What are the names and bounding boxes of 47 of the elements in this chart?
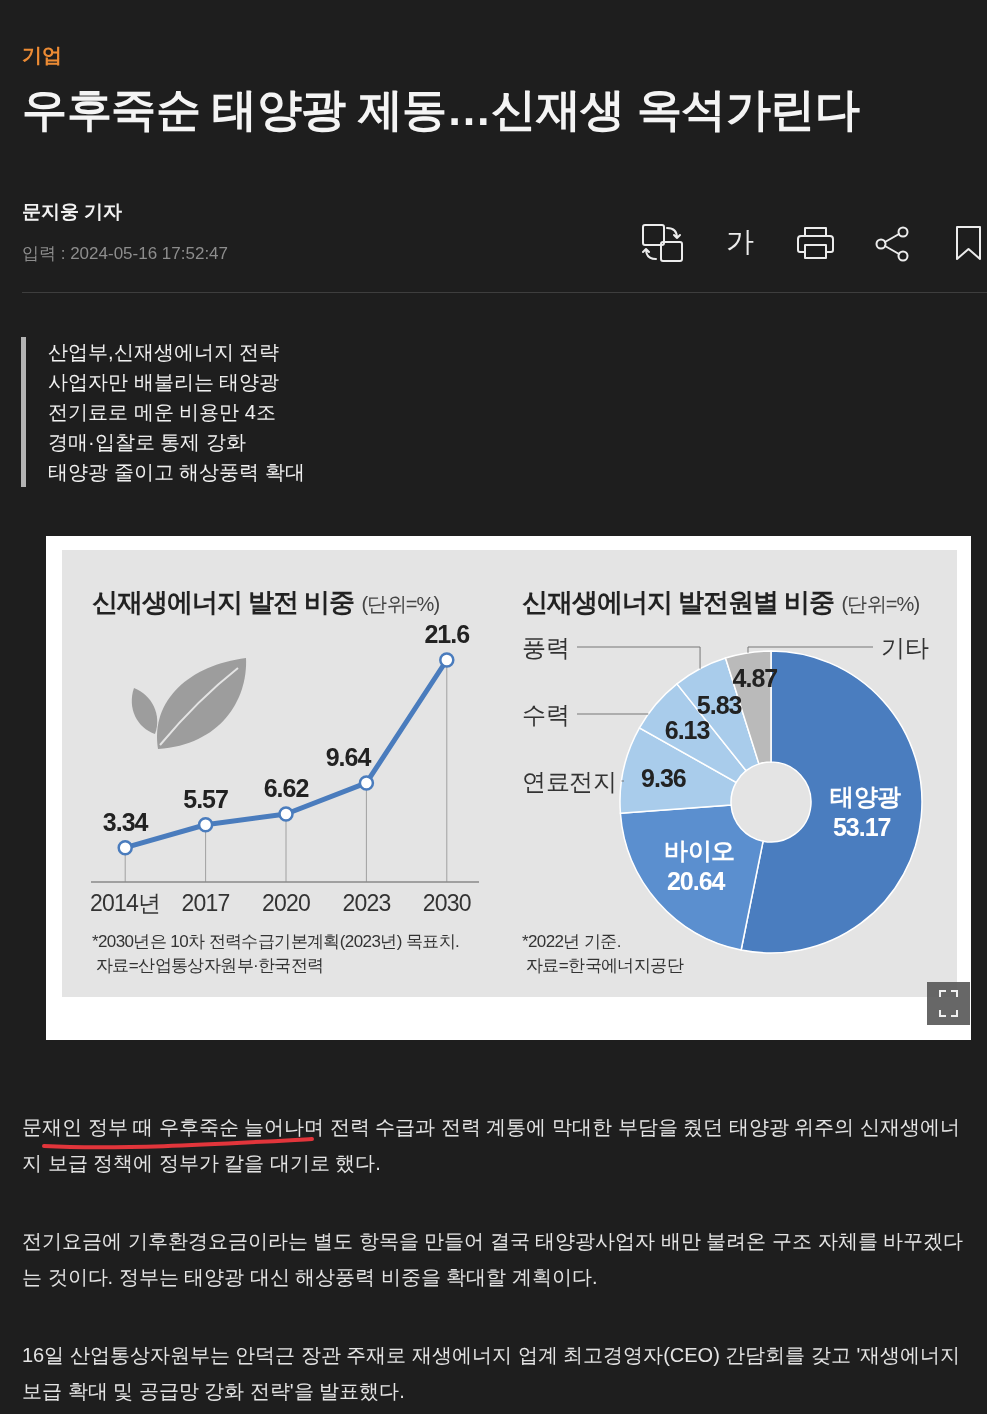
slice-label: 기타 bbox=[881, 634, 929, 661]
data-label: 53.17 bbox=[832, 813, 891, 842]
chart-title: 신재생에너지 발전원별 비중 bbox=[522, 587, 835, 617]
text: 문재인 정부 때 우후죽순 늘어나며 전력 수급과 전력 계통에 막대한 부담을 줬던 태양광 위주의 신재생에너지 보급 정책에 정부가 칼을 대기로 했다. bbox=[22, 1115, 961, 1176]
text: 사업자만 배불리는 태양광 bbox=[48, 370, 280, 395]
x-tick-label: 2017 bbox=[181, 890, 230, 916]
data-label: 5.83 bbox=[696, 690, 742, 719]
chart-subtitle: (단위=%) bbox=[841, 593, 920, 615]
data-label: 20.64 bbox=[666, 866, 726, 895]
text: *2022년 기준. bbox=[522, 932, 621, 951]
slice-label: 바이오 bbox=[664, 836, 735, 864]
chart-subtitle: (단위=%) bbox=[361, 593, 440, 615]
data-label: 5.57 bbox=[183, 784, 229, 813]
text: 자료=한국에너지공단 bbox=[526, 956, 684, 975]
x-tick-label: 2020 bbox=[262, 890, 310, 916]
data-label: 21.6 bbox=[424, 620, 470, 648]
point bbox=[439, 652, 455, 668]
text: *2030년은 10차 전력수급기본계획(2023년) 목표치. bbox=[92, 932, 460, 951]
slice-label: 수력 bbox=[522, 701, 569, 728]
chart-title: 신재생에너지 발전 비중 bbox=[92, 587, 355, 617]
text: 자료=산업통상자원부·한국전력 bbox=[96, 956, 324, 975]
text: 태양광 줄이고 해상풍력 확대 bbox=[48, 460, 305, 485]
x-tick-label: 2030 bbox=[422, 890, 471, 916]
text: 전기료로 메운 비용만 4조 bbox=[48, 400, 276, 425]
data-label: 6.62 bbox=[263, 773, 309, 802]
text: 경매·입찰로 통제 강화 bbox=[48, 430, 246, 455]
slice-label: 태양광 bbox=[830, 783, 902, 811]
text: 기업 bbox=[22, 43, 62, 68]
text: 전기요금에 기후환경요금이라는 별도 항목을 만들어 결국 태양광사업자 배만 불려온 구조 자체를 바꾸겠다는 것이다. 정부는 태양광 대신 해상풍력 비중을 확대할 계획이다. bbox=[22, 1229, 965, 1290]
x-tick-label: 2023 bbox=[342, 890, 391, 916]
data-label: 9.36 bbox=[641, 764, 686, 793]
slice-label: 풍력 bbox=[522, 634, 569, 661]
slice-label: 연료전지 bbox=[522, 768, 616, 795]
text: 가 bbox=[726, 225, 754, 259]
data-label: 3.34 bbox=[102, 807, 149, 836]
text: 입력 : 2024-05-16 17:52:47 bbox=[22, 243, 229, 265]
text: 산업부,신재생에너지 전략 bbox=[48, 340, 280, 365]
point bbox=[197, 817, 214, 833]
point bbox=[278, 806, 294, 822]
text: 문지웅 기자 bbox=[22, 200, 123, 224]
data-label: 6.13 bbox=[664, 716, 710, 745]
text: 16일 산업통상자원부는 안덕근 장관 주재로 재생에너지 업계 최고경영자(CEO) 간담회를 갖고 '재생에너지 보급 확대 및 공급망 강화 전략'을 발표했다. bbox=[22, 1343, 962, 1404]
data-label: 9.64 bbox=[325, 742, 372, 771]
point bbox=[117, 839, 133, 856]
point bbox=[358, 775, 375, 791]
x-tick-label: 2014년 bbox=[90, 890, 161, 916]
text: 우후죽순 태양광 제동…신재생 옥석가린다 bbox=[22, 83, 860, 137]
